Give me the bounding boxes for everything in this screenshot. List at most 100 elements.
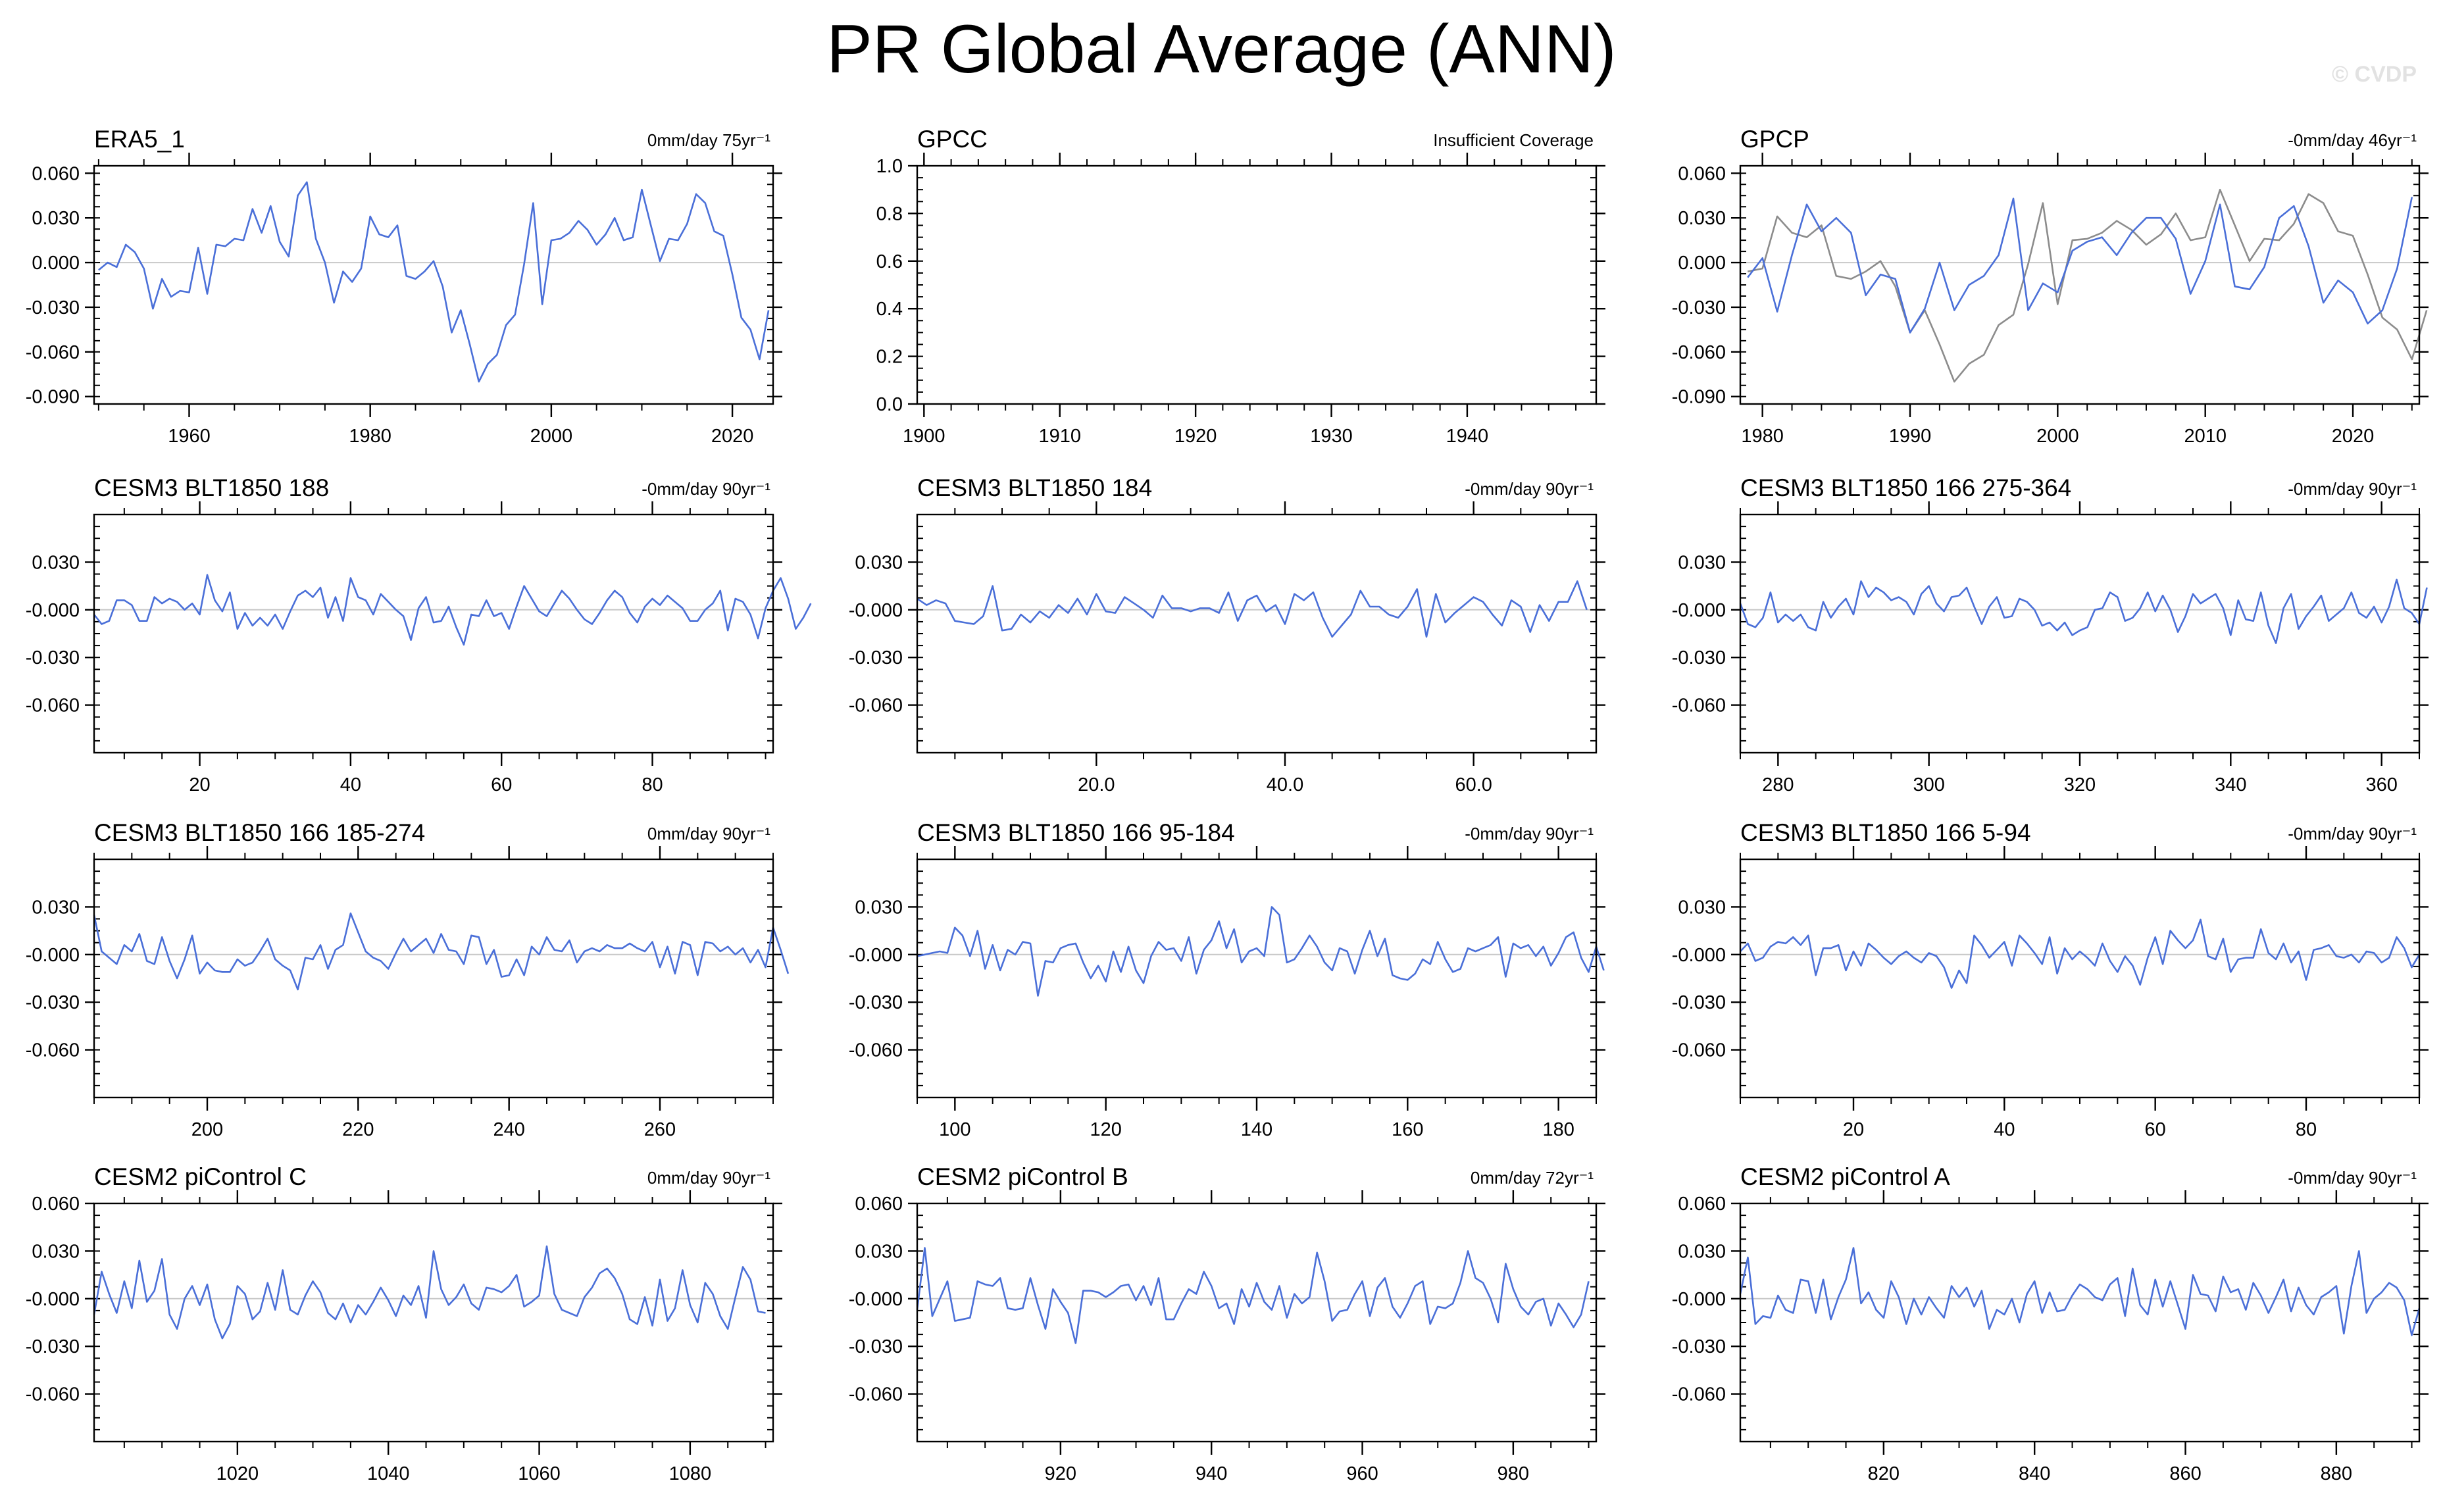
y-tick-label: 0.2 xyxy=(876,347,903,368)
chart-panel-5: CESM3 BLT1850 184 -0mm/day 90yr⁻¹ 0.030 -0.… xyxy=(849,474,1605,795)
y-tick-label: 0.030 xyxy=(32,208,80,229)
series-line xyxy=(1739,578,2428,644)
y-tick-label: 0.0 xyxy=(876,394,903,415)
x-tick-label: 1940 xyxy=(1446,426,1489,447)
x-tick-label: 980 xyxy=(1498,1463,1529,1484)
y-tick-label: -0.030 xyxy=(26,992,80,1013)
x-tick-label: 340 xyxy=(2215,774,2246,795)
series-line xyxy=(917,580,1588,638)
chart-panel-3: GPCP -0mm/day 46yr⁻¹ 0.060 0.030 0.000 -0.030… xyxy=(1672,126,2429,447)
y-tick-label: -0.030 xyxy=(849,1336,903,1357)
panel-title: CESM3 BLT1850 166 275-364 xyxy=(1740,474,2071,501)
panel-title: CESM3 BLT1850 166 185-274 xyxy=(94,819,425,846)
plot-frame xyxy=(93,513,774,754)
x-tick-label: 280 xyxy=(1762,774,1794,795)
series-line xyxy=(917,906,1605,997)
y-tick-label: -0.030 xyxy=(1672,647,1726,668)
plot-frame xyxy=(916,513,1598,754)
y-tick-label: -0.060 xyxy=(26,1384,80,1405)
y-tick-label: 0.000 xyxy=(1678,253,1726,274)
y-tick-label: 0.6 xyxy=(876,251,903,272)
x-tick-label: 2020 xyxy=(711,426,754,447)
x-tick-label: 220 xyxy=(342,1119,374,1140)
series-line xyxy=(1740,919,2421,989)
y-tick-label: 0.030 xyxy=(32,897,80,918)
y-tick-label: -0.060 xyxy=(849,1040,903,1061)
x-tick-label: 20 xyxy=(189,774,210,795)
x-tick-label: 1920 xyxy=(1174,426,1217,447)
plot-frame xyxy=(1739,164,2421,405)
series-line xyxy=(93,912,790,991)
x-tick-label: 1910 xyxy=(1038,426,1081,447)
series-line xyxy=(1739,1247,2421,1336)
x-tick-label: 2010 xyxy=(2184,426,2227,447)
trend-label: -0mm/day 46yr⁻¹ xyxy=(2288,130,2417,150)
x-tick-label: 60 xyxy=(491,774,512,795)
cvdp-watermark: © CVDP xyxy=(2332,62,2417,87)
chart-panel-1: ERA5_1 0mm/day 75yr⁻¹ 0.060 0.030 0.000 -0.03… xyxy=(26,126,782,447)
y-tick-label: 0.060 xyxy=(1678,163,1726,184)
x-tick-label: 1080 xyxy=(669,1463,712,1484)
y-tick-label: -0.060 xyxy=(849,1384,903,1405)
x-tick-label: 860 xyxy=(2169,1463,2201,1484)
chart-panel-6: CESM3 BLT1850 166 275-364 -0mm/day 90yr⁻¹… xyxy=(1672,474,2429,795)
y-tick-label: 0.030 xyxy=(855,552,903,573)
trend-label: -0mm/day 90yr⁻¹ xyxy=(2288,1168,2417,1188)
y-tick-label: -0.000 xyxy=(26,945,80,966)
panel-title: CESM3 BLT1850 166 95-184 xyxy=(917,819,1235,846)
x-tick-label: 1990 xyxy=(1889,426,1932,447)
series-line xyxy=(98,181,770,383)
x-tick-label: 880 xyxy=(2321,1463,2352,1484)
y-tick-label: -0.030 xyxy=(26,1336,80,1357)
y-tick-label: 0.060 xyxy=(1678,1194,1726,1215)
trend-label: -0mm/day 90yr⁻¹ xyxy=(2288,479,2417,499)
x-tick-label: 80 xyxy=(642,774,663,795)
x-tick-label: 240 xyxy=(493,1119,524,1140)
plot-frame xyxy=(1739,858,2421,1099)
y-tick-label: -0.030 xyxy=(1672,297,1726,318)
series-line xyxy=(93,574,812,646)
x-tick-label: 140 xyxy=(1241,1119,1272,1140)
y-tick-label: -0.090 xyxy=(26,387,80,408)
x-tick-label: 840 xyxy=(2019,1463,2050,1484)
x-tick-label: 40 xyxy=(340,774,361,795)
y-tick-label: 0.060 xyxy=(32,163,80,184)
series-line xyxy=(916,1247,1590,1344)
plot-frame xyxy=(93,858,774,1099)
chart-panel-2: GPCC Insufficient Coverage 1.0 0.8 0.6 0.4 0.2… xyxy=(876,126,1605,447)
y-tick-label: 0.8 xyxy=(876,203,903,224)
page-title: PR Global Average (ANN) xyxy=(826,11,1617,88)
x-tick-label: 60.0 xyxy=(1455,774,1492,795)
y-tick-label: -0.000 xyxy=(1672,600,1726,621)
x-tick-label: 2020 xyxy=(2332,426,2375,447)
x-tick-label: 1980 xyxy=(1741,426,1784,447)
chart-panel-7: CESM3 BLT1850 166 185-274 0mm/day 90yr⁻¹ 0… xyxy=(26,819,790,1140)
x-tick-label: 1980 xyxy=(349,426,391,447)
plot-frame xyxy=(916,1202,1598,1443)
y-tick-label: -0.060 xyxy=(849,695,903,717)
x-tick-label: 940 xyxy=(1196,1463,1227,1484)
y-tick-label: 1.0 xyxy=(876,156,903,177)
y-tick-label: -0.060 xyxy=(1672,342,1726,363)
y-tick-label: -0.000 xyxy=(849,600,903,621)
chart-panel-9: CESM3 BLT1850 166 5-94 -0mm/day 90yr⁻¹ 0.0… xyxy=(1672,819,2429,1140)
panel-title: CESM2 piControl A xyxy=(1740,1163,1950,1190)
y-tick-label: -0.060 xyxy=(1672,1040,1726,1061)
chart-panel-11: CESM2 piControl B 0mm/day 72yr⁻¹ 0.060 0.03… xyxy=(849,1163,1605,1484)
y-tick-label: -0.060 xyxy=(1672,695,1726,717)
panel-title: ERA5_1 xyxy=(94,126,185,153)
x-tick-label: 40.0 xyxy=(1267,774,1303,795)
x-tick-label: 960 xyxy=(1346,1463,1378,1484)
series-line xyxy=(93,1245,766,1340)
y-tick-label: -0.030 xyxy=(1672,1336,1726,1357)
x-tick-label: 80 xyxy=(2296,1119,2317,1140)
y-tick-label: -0.030 xyxy=(849,647,903,668)
plot-frame xyxy=(916,164,1598,405)
y-tick-label: 0.030 xyxy=(855,1241,903,1262)
x-tick-label: 2000 xyxy=(2036,426,2079,447)
y-tick-label: -0.000 xyxy=(1672,1289,1726,1310)
y-tick-label: 0.030 xyxy=(855,897,903,918)
x-tick-label: 300 xyxy=(1913,774,1944,795)
x-tick-label: 820 xyxy=(1868,1463,1900,1484)
y-tick-label: 0.030 xyxy=(32,552,80,573)
